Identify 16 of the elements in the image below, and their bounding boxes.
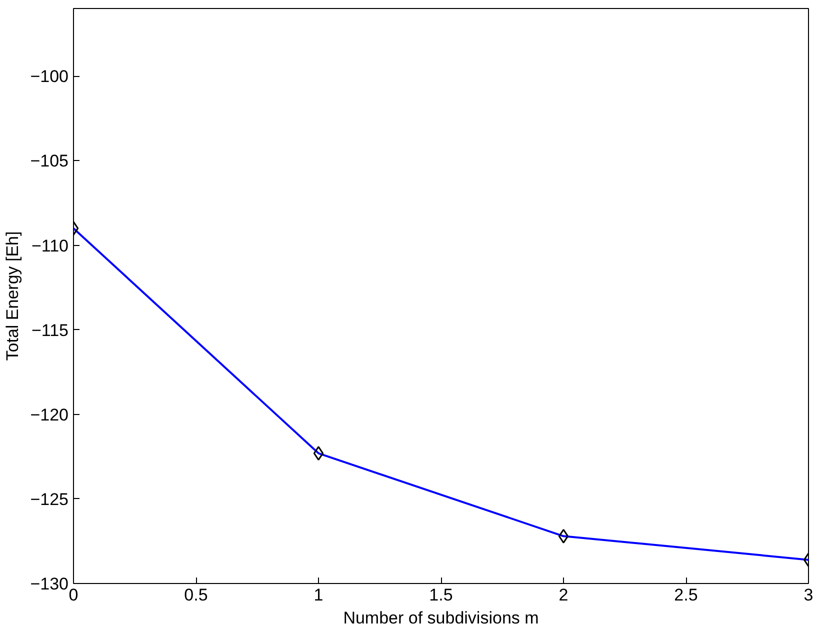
y-tick-label: −115	[31, 320, 68, 340]
y-tick-label: −110	[31, 236, 68, 256]
x-tick-label: 1.5	[429, 586, 453, 604]
x-tick-label: 2	[558, 586, 568, 604]
x-tick-label: 0	[68, 586, 78, 604]
y-tick-label: −100	[30, 67, 69, 86]
x-tick-label: 1	[314, 586, 324, 604]
y-tick-label: −120	[30, 405, 69, 424]
y-tick-label: −125	[30, 490, 69, 509]
x-tick-label: 0.5	[184, 586, 208, 604]
y-axis-title: Total Energy [Eh]	[3, 231, 22, 361]
y-tick-label: −130	[30, 574, 69, 594]
y-tick-label: −105	[30, 152, 69, 171]
x-axis-title: Number of subdivisions m	[343, 608, 539, 628]
x-tick-label: 3	[804, 586, 814, 604]
x-tick-label: 2.5	[674, 586, 698, 604]
